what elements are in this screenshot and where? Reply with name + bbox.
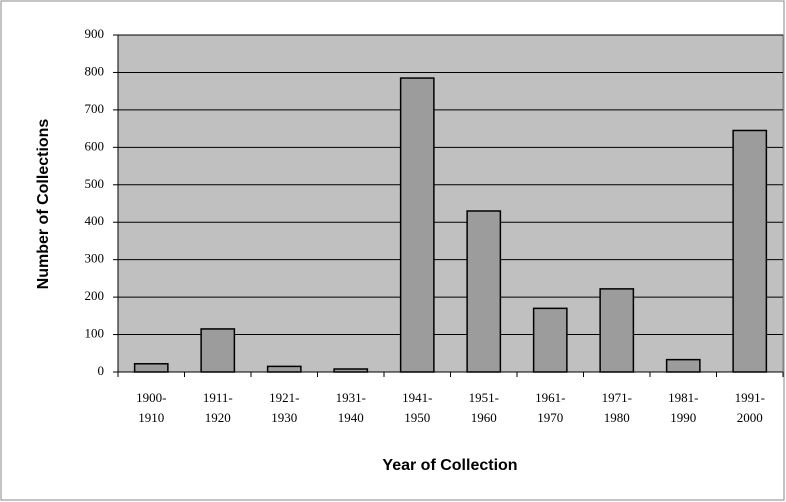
y-tick-label: 100: [85, 326, 105, 341]
bar: [665, 358, 701, 373]
bar: [532, 307, 568, 373]
x-tick-label: 1991- 2000: [734, 390, 765, 425]
x-tick-label: 1951- 1960: [468, 390, 499, 425]
x-tick-label: 1921- 1930: [269, 390, 300, 425]
bar: [266, 365, 302, 373]
y-tick-label: 200: [85, 288, 105, 303]
x-tick-label: 1961- 1970: [535, 390, 566, 425]
x-tick-label: 1931- 1940: [335, 390, 366, 425]
bar: [599, 288, 635, 373]
y-axis-title: Number of Collections: [35, 119, 52, 290]
plot-area: [117, 34, 784, 373]
x-tick-label: 1900- 1910: [136, 390, 167, 425]
y-tick-label: 400: [85, 213, 105, 228]
bar: [732, 129, 768, 373]
y-tick-label: 900: [85, 26, 105, 41]
y-tick-label: 700: [85, 101, 105, 116]
x-tick-label: 1911- 1920: [202, 390, 233, 425]
bar: [466, 210, 502, 373]
bar: [133, 363, 169, 373]
x-axis-title: Year of Collection: [382, 457, 517, 474]
x-tick-label: 1941- 1950: [402, 390, 433, 425]
x-tick-label: 1981- 1990: [668, 390, 699, 425]
y-tick-label: 500: [85, 176, 105, 191]
y-tick-label: 0: [98, 363, 105, 378]
bar: [200, 328, 236, 373]
y-tick-label: 300: [85, 251, 105, 266]
y-tick-label: 600: [85, 138, 105, 153]
x-tick-label: 1971- 1980: [601, 390, 632, 425]
y-tick-label: 800: [85, 63, 105, 78]
bar: [399, 77, 435, 373]
